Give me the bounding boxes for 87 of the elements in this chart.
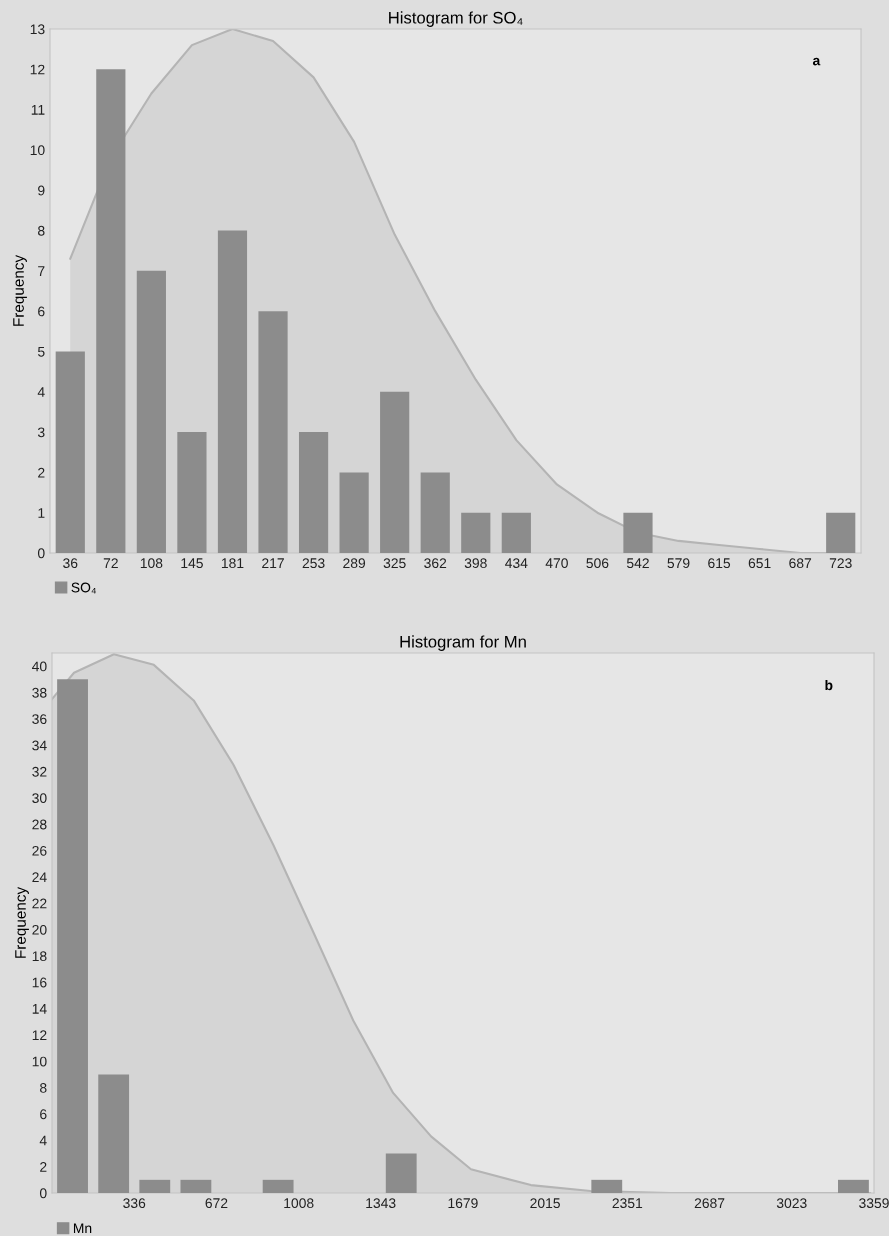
x-tick-label: 253 bbox=[302, 558, 325, 569]
y-tick-label: 2 bbox=[40, 1161, 47, 1172]
y-tick-label: 36 bbox=[32, 714, 47, 725]
bar bbox=[55, 351, 85, 553]
bar bbox=[623, 512, 653, 553]
bar bbox=[826, 512, 856, 553]
y-tick-label: 40 bbox=[32, 661, 47, 672]
x-tick-label: 470 bbox=[545, 558, 568, 569]
y-tick-label: 13 bbox=[30, 24, 45, 35]
x-tick-label: 325 bbox=[383, 558, 406, 569]
y-tick-label: 16 bbox=[32, 977, 47, 988]
x-tick-label: 36 bbox=[63, 558, 78, 569]
y-tick-label: 1 bbox=[38, 508, 45, 518]
x-tick-label: 1679 bbox=[448, 1198, 478, 1209]
y-tick-label: 0 bbox=[39, 1188, 47, 1199]
x-tick-label: 1343 bbox=[366, 1198, 396, 1209]
x-tick-label: 672 bbox=[205, 1198, 228, 1209]
y-tick-label: 7 bbox=[38, 266, 45, 276]
x-tick-label: 289 bbox=[343, 558, 366, 569]
y-axis-title: Frequency bbox=[15, 886, 29, 958]
annotation: b bbox=[825, 680, 833, 691]
bar bbox=[501, 512, 531, 553]
y-tick-label: 6 bbox=[40, 1109, 47, 1120]
y-tick-label: 3 bbox=[37, 427, 45, 438]
y-tick-label: 12 bbox=[30, 64, 45, 75]
y-tick-label: 30 bbox=[32, 793, 47, 804]
annotation: a bbox=[812, 57, 821, 66]
chart-title: Histogram for SO₄ bbox=[389, 11, 523, 27]
y-tick-label: 4 bbox=[37, 387, 45, 397]
y-tick-label: 2 bbox=[38, 467, 45, 478]
y-tick-label: 20 bbox=[32, 924, 47, 935]
y-tick-label: 6 bbox=[38, 306, 45, 317]
x-tick-label: 181 bbox=[221, 558, 244, 569]
x-tick-label: 398 bbox=[464, 558, 487, 569]
y-axis-title: Frequency bbox=[13, 254, 27, 326]
y-tick-label: 8 bbox=[38, 225, 45, 236]
x-tick-label: 434 bbox=[505, 558, 528, 569]
x-tick-label: 3023 bbox=[776, 1198, 807, 1209]
y-tick-label: 10 bbox=[32, 1056, 47, 1067]
x-tick-label: 2351 bbox=[612, 1198, 643, 1209]
x-tick-label: 615 bbox=[708, 558, 731, 569]
x-tick-label: 2015 bbox=[530, 1198, 560, 1209]
y-tick-label: 11 bbox=[31, 105, 45, 115]
y-tick-label: 5 bbox=[37, 346, 45, 357]
x-tick-label: 3359 bbox=[859, 1198, 889, 1209]
bar bbox=[217, 230, 248, 553]
x-tick-label: 108 bbox=[140, 558, 163, 569]
y-tick-label: 14 bbox=[32, 1004, 47, 1014]
x-tick-label: 72 bbox=[103, 558, 118, 568]
x-tick-label: 217 bbox=[262, 558, 284, 568]
x-tick-label: 651 bbox=[748, 558, 771, 569]
bar bbox=[339, 472, 369, 553]
y-tick-label: 38 bbox=[32, 687, 47, 698]
x-tick-label: 579 bbox=[667, 558, 690, 569]
y-tick-label: 26 bbox=[32, 845, 47, 856]
x-tick-label: 336 bbox=[123, 1198, 146, 1209]
x-tick-label: 506 bbox=[586, 558, 609, 569]
x-tick-label: 723 bbox=[829, 558, 852, 569]
y-tick-label: 9 bbox=[38, 185, 45, 196]
bar bbox=[380, 391, 410, 553]
y-tick-label: 12 bbox=[32, 1030, 47, 1040]
y-tick-label: 24 bbox=[32, 872, 47, 882]
y-tick-label: 8 bbox=[40, 1082, 47, 1093]
bar bbox=[136, 270, 166, 553]
chart-title: Histogram for Mn bbox=[400, 635, 526, 651]
bar bbox=[461, 512, 491, 553]
legend-label: Mn bbox=[73, 1223, 92, 1233]
bar bbox=[420, 472, 450, 553]
y-tick-label: 4 bbox=[39, 1135, 47, 1146]
y-tick-label: 28 bbox=[32, 819, 47, 830]
y-tick-label: 18 bbox=[32, 951, 47, 962]
x-tick-label: 1008 bbox=[284, 1198, 314, 1209]
bar bbox=[258, 311, 288, 553]
y-tick-label: 22 bbox=[32, 898, 47, 909]
x-tick-label: 687 bbox=[789, 558, 812, 569]
y-tick-label: 32 bbox=[32, 766, 47, 777]
y-tick-label: 34 bbox=[32, 740, 47, 751]
legend-label: SO₄ bbox=[71, 582, 97, 594]
y-tick-label: 10 bbox=[30, 145, 45, 156]
x-tick-label: 542 bbox=[626, 558, 649, 569]
x-tick-label: 362 bbox=[424, 558, 447, 569]
bar bbox=[177, 432, 207, 553]
bar bbox=[96, 69, 126, 553]
x-tick-label: 145 bbox=[181, 558, 203, 569]
x-tick-label: 2687 bbox=[694, 1198, 725, 1209]
y-tick-label: 0 bbox=[37, 548, 45, 559]
bar bbox=[298, 432, 329, 553]
